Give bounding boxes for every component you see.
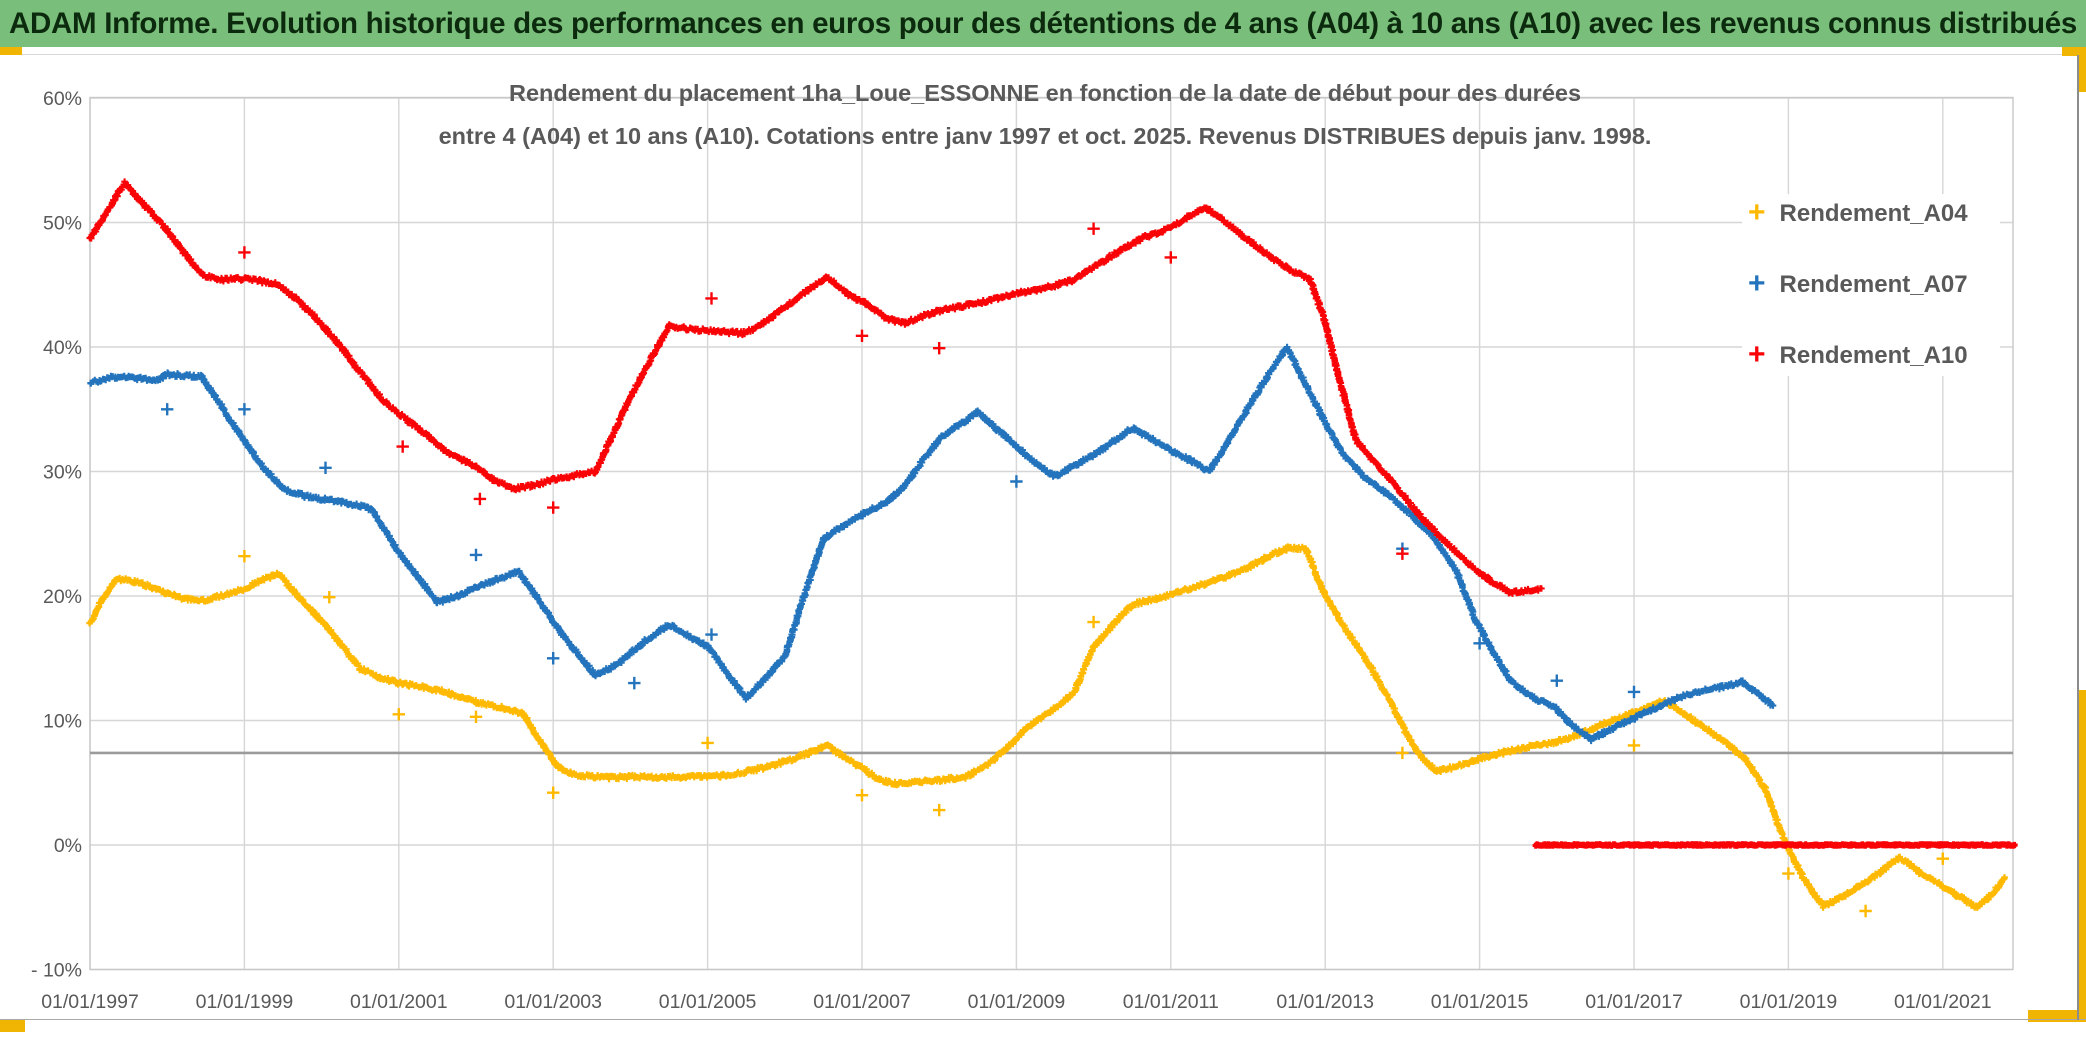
series-outlier-markers-Rendement_A07[interactable] <box>161 403 1641 699</box>
y-tick-0: 0% <box>54 835 82 857</box>
y-tick--10: - 10% <box>31 960 82 982</box>
gold-border-bottom-left <box>0 1019 25 1032</box>
x-tick-2017: 01/01/2017 <box>1585 991 1683 1013</box>
window-bottom-line <box>0 1019 2086 1020</box>
series-outlier-markers-Rendement_A10[interactable] <box>238 222 1409 560</box>
x-tick-2011: 01/01/2011 <box>1123 991 1219 1013</box>
y-tick-50: 50% <box>43 213 82 235</box>
plus-marker-a04-icon: + <box>1748 196 1766 229</box>
legend-label-a07: Rendement_A07 <box>1779 271 1968 298</box>
chart-title: Rendement du placement 1ha_Loue_ESSONNE … <box>200 72 1890 158</box>
y-tick-30: 30% <box>43 462 82 484</box>
x-tick-2009: 01/01/2009 <box>968 991 1066 1013</box>
y-tick-40: 40% <box>43 337 82 359</box>
legend-label-a04: Rendement_A04 <box>1779 200 1968 227</box>
series-outlier-markers-Rendement_A04[interactable] <box>238 550 1949 918</box>
gold-border-top-left <box>0 47 22 55</box>
x-tick-2015: 01/01/2015 <box>1431 991 1529 1013</box>
chart-title-line2: entre 4 (A04) et 10 ans (A10). Cotations… <box>438 122 1652 149</box>
chart-legend: + Rendement_A04 + Rendement_A07 + Rendem… <box>1742 194 2000 376</box>
gold-border-right-top <box>2079 47 2086 92</box>
x-tick-2005: 01/01/2005 <box>659 991 757 1013</box>
legend-item-rendement-a10[interactable]: + Rendement_A10 <box>1748 338 2000 371</box>
header-divider <box>0 54 2086 55</box>
window-right-edge <box>2077 55 2079 1020</box>
series-line-Rendement_A07[interactable] <box>87 343 1777 745</box>
report-title-bar: ADAM Informe. Evolution historique des p… <box>0 0 2086 47</box>
chart-title-line1: Rendement du placement 1ha_Loue_ESSONNE … <box>508 80 1582 106</box>
gold-border-right-bottom <box>2079 690 2086 1022</box>
x-tick-2001: 01/01/2001 <box>350 991 448 1013</box>
chart-canvas[interactable]: 60% 50% 40% 30% 20% 10% 0% - 10% 01/01/1997 01/01… <box>0 55 2077 1019</box>
y-tick-10: 10% <box>43 711 82 733</box>
series-line-Rendement_A10[interactable] <box>86 178 1545 597</box>
plus-marker-a10-icon: + <box>1748 338 1766 371</box>
x-tick-2013: 01/01/2013 <box>1276 991 1374 1013</box>
legend-item-rendement-a04[interactable]: + Rendement_A04 <box>1748 196 2000 229</box>
report-title: ADAM Informe. Evolution historique des p… <box>9 6 2077 40</box>
x-tick-2007: 01/01/2007 <box>813 991 911 1013</box>
x-tick-1999: 01/01/1999 <box>196 991 294 1013</box>
x-tick-2019: 01/01/2019 <box>1740 991 1838 1013</box>
legend-item-rendement-a07[interactable]: + Rendement_A07 <box>1748 267 2000 300</box>
x-tick-2003: 01/01/2003 <box>504 991 602 1013</box>
series-line-Rendement_A04[interactable] <box>86 543 2008 911</box>
x-tick-1997: 01/01/1997 <box>41 991 139 1013</box>
series-zero-line-Rendement_A10[interactable] <box>1532 841 2018 849</box>
x-tick-2021: 01/01/2021 <box>1894 991 1992 1013</box>
plot-border <box>89 96 2014 971</box>
y-tick-60: 60% <box>43 88 82 110</box>
legend-label-a10: Rendement_A10 <box>1779 342 1968 369</box>
y-tick-20: 20% <box>43 586 82 608</box>
gold-border-top-right <box>2062 47 2086 56</box>
plus-marker-a07-icon: + <box>1748 267 1766 300</box>
